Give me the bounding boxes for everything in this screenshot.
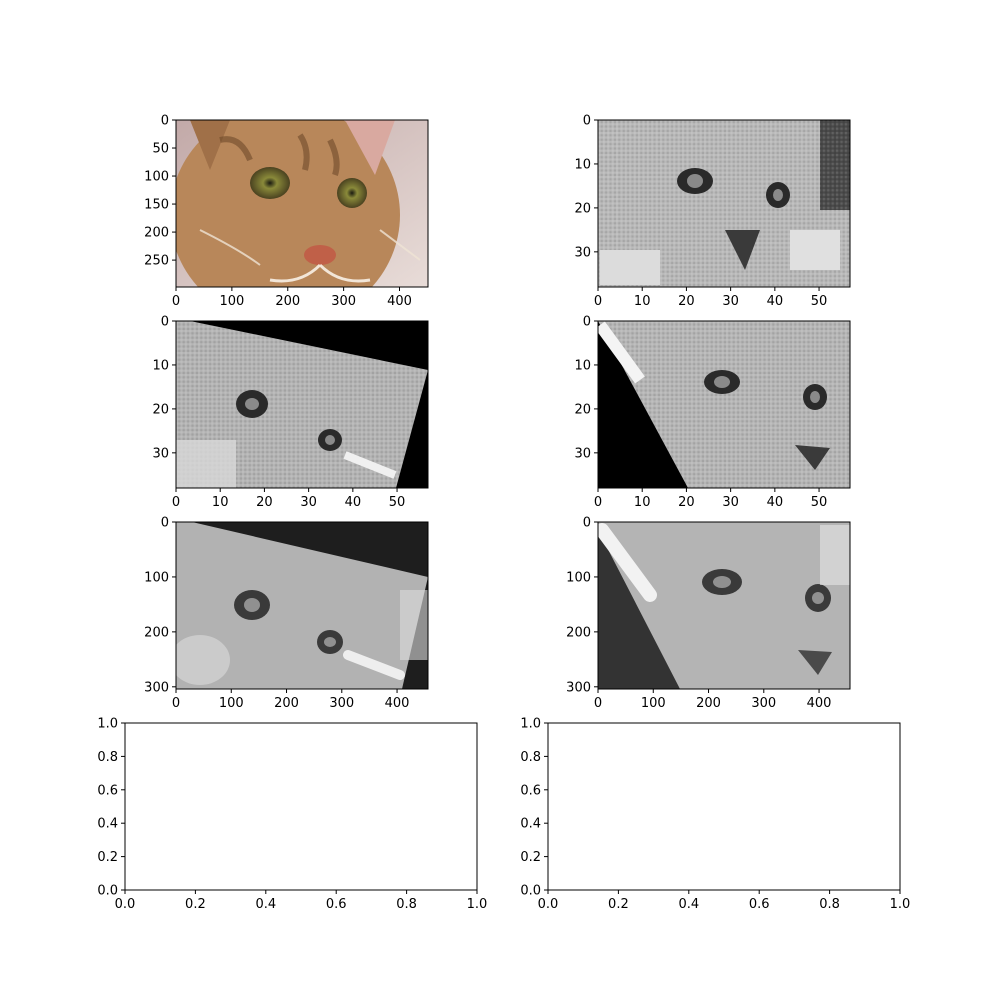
- x-tick-label: 0.0: [538, 897, 559, 912]
- y-tick-label: 0.2: [520, 850, 541, 865]
- panel-rotated-smooth: [175, 521, 429, 690]
- y-tick-label: 0.0: [97, 884, 118, 899]
- y-tick-label: 10: [574, 157, 591, 172]
- panel-rotated-pixelated: [175, 320, 429, 489]
- x-tick-label: 20: [678, 294, 695, 309]
- y-tick-label: 0: [583, 516, 591, 531]
- y-tick-label: 30: [152, 446, 169, 461]
- x-tick-label: 50: [811, 495, 828, 510]
- y-tick-label: 0: [161, 114, 169, 129]
- y-tick-label: 30: [574, 446, 591, 461]
- y-tick-label: 1.0: [97, 717, 118, 732]
- y-tick-label: 30: [574, 245, 591, 260]
- y-tick-label: 20: [574, 201, 591, 216]
- x-tick-label: 0: [172, 495, 180, 510]
- x-tick-label: 0.6: [326, 897, 347, 912]
- cat-photo-image: [176, 120, 428, 287]
- cat-rotated-pixelated-image: [176, 321, 428, 488]
- y-tick-label: 0.8: [520, 750, 541, 765]
- y-tick-label: 0.4: [520, 817, 541, 832]
- y-tick-label: 0.2: [97, 850, 118, 865]
- x-tick-label: 10: [634, 495, 651, 510]
- y-tick-label: 0.4: [97, 817, 118, 832]
- x-tick-label: 10: [634, 294, 651, 309]
- x-tick-label: 300: [331, 294, 356, 309]
- y-tick-label: 300: [144, 680, 169, 695]
- x-tick-label: 0.6: [749, 897, 770, 912]
- y-tick-label: 20: [152, 402, 169, 417]
- y-tick-label: 1.0: [520, 717, 541, 732]
- x-tick-label: 20: [678, 495, 695, 510]
- x-tick-label: 1.0: [467, 897, 488, 912]
- y-tick-label: 0.6: [520, 783, 541, 798]
- cat-sheared-smooth-image: [598, 522, 850, 689]
- cat-gray-pixelated-image: [598, 120, 850, 287]
- panel-color-photo: [175, 119, 429, 288]
- x-tick-label: 50: [811, 294, 828, 309]
- y-tick-label: 0.8: [97, 750, 118, 765]
- y-tick-label: 200: [566, 625, 591, 640]
- x-tick-label: 0.8: [396, 897, 417, 912]
- y-tick-label: 200: [144, 625, 169, 640]
- y-tick-label: 50: [152, 142, 169, 157]
- y-tick-label: 0.0: [520, 884, 541, 899]
- x-tick-label: 30: [722, 294, 739, 309]
- x-tick-label: 30: [722, 495, 739, 510]
- x-tick-label: 10: [212, 495, 229, 510]
- panel-empty-left: [124, 722, 478, 891]
- x-tick-label: 0: [594, 696, 602, 711]
- y-tick-label: 100: [144, 170, 169, 185]
- x-tick-label: 0: [172, 294, 180, 309]
- x-tick-label: 1.0: [890, 897, 911, 912]
- panel-gray-pixelated: [597, 119, 851, 288]
- x-tick-label: 200: [274, 696, 299, 711]
- y-tick-label: 10: [574, 358, 591, 373]
- panel-sheared-smooth: [597, 521, 851, 690]
- y-tick-label: 0: [583, 315, 591, 330]
- y-tick-label: 100: [566, 570, 591, 585]
- x-tick-label: 0.4: [678, 897, 699, 912]
- x-tick-label: 40: [345, 495, 362, 510]
- x-tick-label: 300: [329, 696, 354, 711]
- y-tick-label: 150: [144, 198, 169, 213]
- y-tick-label: 300: [566, 680, 591, 695]
- x-tick-label: 20: [256, 495, 273, 510]
- panel-empty-right: [547, 722, 901, 891]
- x-tick-label: 40: [767, 294, 784, 309]
- x-tick-label: 400: [807, 696, 832, 711]
- y-tick-label: 0.6: [97, 783, 118, 798]
- x-tick-label: 100: [219, 696, 244, 711]
- y-tick-label: 20: [574, 402, 591, 417]
- x-tick-label: 400: [385, 696, 410, 711]
- x-tick-label: 0: [594, 294, 602, 309]
- x-tick-label: 0: [594, 495, 602, 510]
- x-tick-label: 200: [696, 696, 721, 711]
- x-tick-label: 0.0: [115, 897, 136, 912]
- cat-rotated-smooth-image: [176, 522, 428, 689]
- x-tick-label: 0.2: [608, 897, 629, 912]
- y-tick-label: 100: [144, 570, 169, 585]
- y-tick-label: 10: [152, 358, 169, 373]
- x-tick-label: 0.4: [255, 897, 276, 912]
- x-tick-label: 40: [767, 495, 784, 510]
- y-tick-label: 0: [161, 315, 169, 330]
- x-tick-label: 100: [641, 696, 666, 711]
- y-tick-label: 250: [144, 254, 169, 269]
- x-tick-label: 0: [172, 696, 180, 711]
- x-tick-label: 100: [219, 294, 244, 309]
- x-tick-label: 30: [300, 495, 317, 510]
- panel-sheared-pixelated: [597, 320, 851, 489]
- x-tick-label: 300: [751, 696, 776, 711]
- x-tick-label: 0.2: [185, 897, 206, 912]
- x-tick-label: 400: [387, 294, 412, 309]
- x-tick-label: 0.8: [819, 897, 840, 912]
- y-tick-label: 0: [161, 516, 169, 531]
- y-tick-label: 200: [144, 226, 169, 241]
- cat-sheared-pixelated-image: [598, 321, 850, 488]
- y-tick-label: 0: [583, 114, 591, 129]
- x-tick-label: 50: [389, 495, 406, 510]
- x-tick-label: 200: [275, 294, 300, 309]
